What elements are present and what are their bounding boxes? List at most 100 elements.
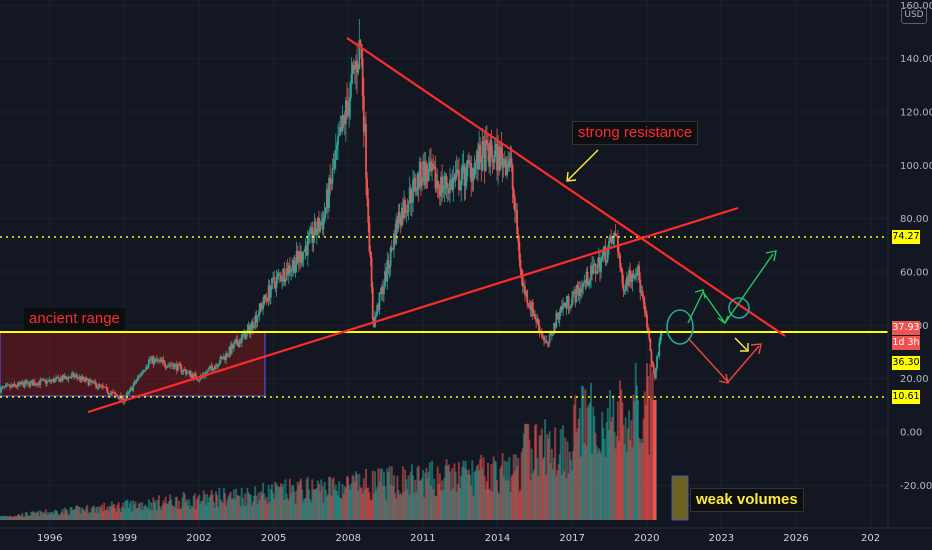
volume-bar (95, 507, 98, 520)
volume-bar (146, 508, 149, 520)
candle-body (214, 366, 216, 370)
candle-body (494, 143, 497, 151)
candle-body (505, 159, 507, 176)
volume-bar (9, 515, 12, 520)
candle-body (574, 291, 577, 303)
candle-body (208, 367, 211, 370)
breakout-circle-left[interactable] (666, 309, 694, 345)
candle-body (126, 392, 129, 395)
candle-body (572, 291, 574, 298)
candle-body (187, 371, 189, 373)
volume-bar (534, 425, 537, 520)
candle-body (136, 377, 139, 381)
volume-bar (4, 516, 7, 520)
candle-body (183, 369, 186, 371)
volume-bar (190, 505, 193, 520)
candle-body (398, 212, 401, 223)
bullish-projection-path[interactable] (687, 253, 774, 325)
candle-body (473, 163, 476, 179)
candle-body (117, 397, 120, 400)
candle-body (330, 182, 333, 184)
candle-body (170, 365, 173, 366)
price-tag-37: 37.93 (892, 321, 920, 335)
volume-bar (333, 489, 336, 520)
volume-bar (110, 501, 113, 520)
resistance-trendline[interactable] (346, 37, 786, 337)
candle-body (468, 159, 470, 164)
volume-bar (159, 507, 162, 520)
volume-bar (256, 503, 259, 520)
price-axis-labels[interactable]: 160.00140.00120.00100.0080.0060.0040.002… (900, 1, 932, 492)
volume-bar (266, 504, 269, 520)
volume-bar (530, 448, 533, 520)
candle-body (224, 356, 226, 360)
candle-body (431, 163, 433, 172)
volume-bar (465, 469, 468, 520)
candle-body (353, 66, 356, 70)
volume-bar (328, 476, 331, 520)
breakout-circle-right[interactable] (728, 297, 750, 319)
volume-bar (390, 466, 393, 520)
candle-body (444, 176, 447, 186)
candle-body (38, 382, 41, 385)
candle-body (263, 294, 266, 305)
currency-badge[interactable]: USD (901, 7, 927, 24)
candle-body (325, 189, 328, 208)
volume-bar (531, 473, 534, 520)
bullish-arrowhead-1 (694, 289, 706, 299)
candle-body (480, 162, 483, 170)
candle-body (368, 222, 371, 252)
candle-body (650, 350, 653, 364)
volume-bar (461, 466, 464, 520)
candle-body (553, 323, 555, 335)
candle-body (41, 379, 44, 381)
volume-bar (380, 468, 383, 520)
price-tick-label: 0.00 (900, 428, 922, 439)
volume-bar (407, 475, 410, 520)
small-yellow-arrow[interactable] (734, 337, 748, 351)
volume-bar (116, 504, 119, 520)
volume-bar (131, 511, 134, 520)
volume-bar (307, 489, 310, 520)
volume-bar (216, 495, 219, 520)
candle-body (43, 379, 46, 381)
volume-bar (591, 453, 594, 520)
candle-body (568, 307, 571, 309)
candle-body (430, 161, 432, 172)
candle-body (460, 179, 463, 190)
volume-bar (207, 502, 210, 520)
candle-body (536, 318, 539, 322)
candle-body (386, 260, 389, 282)
time-axis-labels[interactable]: 1996 1999 2002 2005 2008 2011 2014 2017 2020 2023… (37, 533, 880, 544)
candle-body (50, 380, 53, 382)
resistance-pointer-arrow[interactable] (567, 149, 599, 181)
candle-body (361, 58, 364, 97)
candle-body (88, 381, 91, 386)
bearish-arrowhead-2 (750, 343, 762, 355)
volume-bar (44, 509, 47, 520)
candle-body (622, 283, 625, 291)
volume-bar (394, 493, 397, 520)
volume-bar (304, 498, 307, 520)
weak-volumes-box[interactable] (671, 475, 689, 521)
volume-bar (424, 472, 427, 520)
support-trendline[interactable] (87, 206, 739, 414)
volume-bar (603, 438, 606, 520)
candle-body (355, 60, 357, 70)
candle-body (409, 187, 412, 204)
candle-body (488, 150, 491, 167)
candle-body (60, 378, 63, 381)
candle-body (387, 260, 390, 269)
volume-bar (50, 513, 53, 520)
volume-bar (626, 428, 629, 520)
candle-body (599, 257, 601, 272)
volume-bar (6, 516, 9, 520)
candle-body (499, 147, 502, 171)
volume-bar (274, 481, 277, 520)
volume-bar (290, 493, 293, 520)
candle-body (47, 380, 50, 382)
volume-bar (148, 509, 151, 520)
candle-body (144, 369, 147, 371)
candle-body (562, 304, 564, 310)
